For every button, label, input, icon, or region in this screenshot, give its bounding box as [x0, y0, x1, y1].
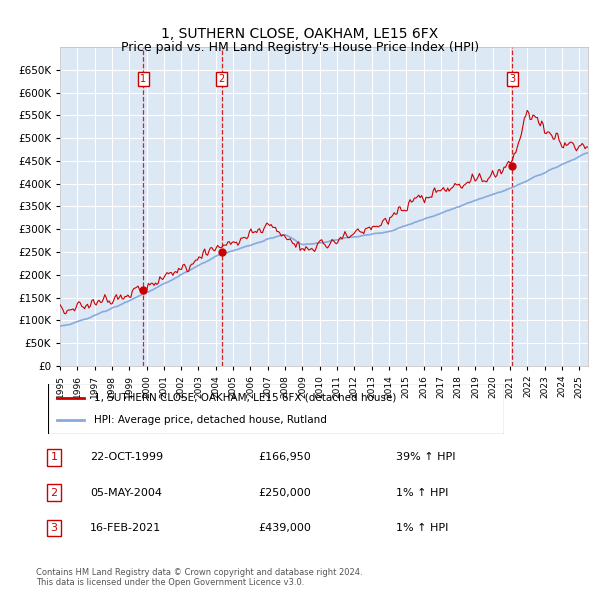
Text: 1: 1 [50, 453, 58, 462]
Text: 3: 3 [50, 523, 58, 533]
Text: £166,950: £166,950 [258, 453, 311, 462]
Text: Price paid vs. HM Land Registry's House Price Index (HPI): Price paid vs. HM Land Registry's House … [121, 41, 479, 54]
Text: 1, SUTHERN CLOSE, OAKHAM, LE15 6FX (detached house): 1, SUTHERN CLOSE, OAKHAM, LE15 6FX (deta… [94, 392, 396, 402]
Text: 22-OCT-1999: 22-OCT-1999 [90, 453, 163, 462]
Text: HPI: Average price, detached house, Rutland: HPI: Average price, detached house, Rutl… [94, 415, 326, 425]
Text: 16-FEB-2021: 16-FEB-2021 [90, 523, 161, 533]
Text: 2: 2 [50, 488, 58, 497]
Text: 1: 1 [140, 74, 146, 84]
Text: 39% ↑ HPI: 39% ↑ HPI [396, 453, 455, 462]
Text: £250,000: £250,000 [258, 488, 311, 497]
Text: 3: 3 [509, 74, 515, 84]
Text: 1% ↑ HPI: 1% ↑ HPI [396, 488, 448, 497]
Text: 2: 2 [219, 74, 225, 84]
Text: 1, SUTHERN CLOSE, OAKHAM, LE15 6FX: 1, SUTHERN CLOSE, OAKHAM, LE15 6FX [161, 27, 439, 41]
Text: Contains HM Land Registry data © Crown copyright and database right 2024.
This d: Contains HM Land Registry data © Crown c… [36, 568, 362, 587]
Text: £439,000: £439,000 [258, 523, 311, 533]
Text: 05-MAY-2004: 05-MAY-2004 [90, 488, 162, 497]
Text: 1% ↑ HPI: 1% ↑ HPI [396, 523, 448, 533]
